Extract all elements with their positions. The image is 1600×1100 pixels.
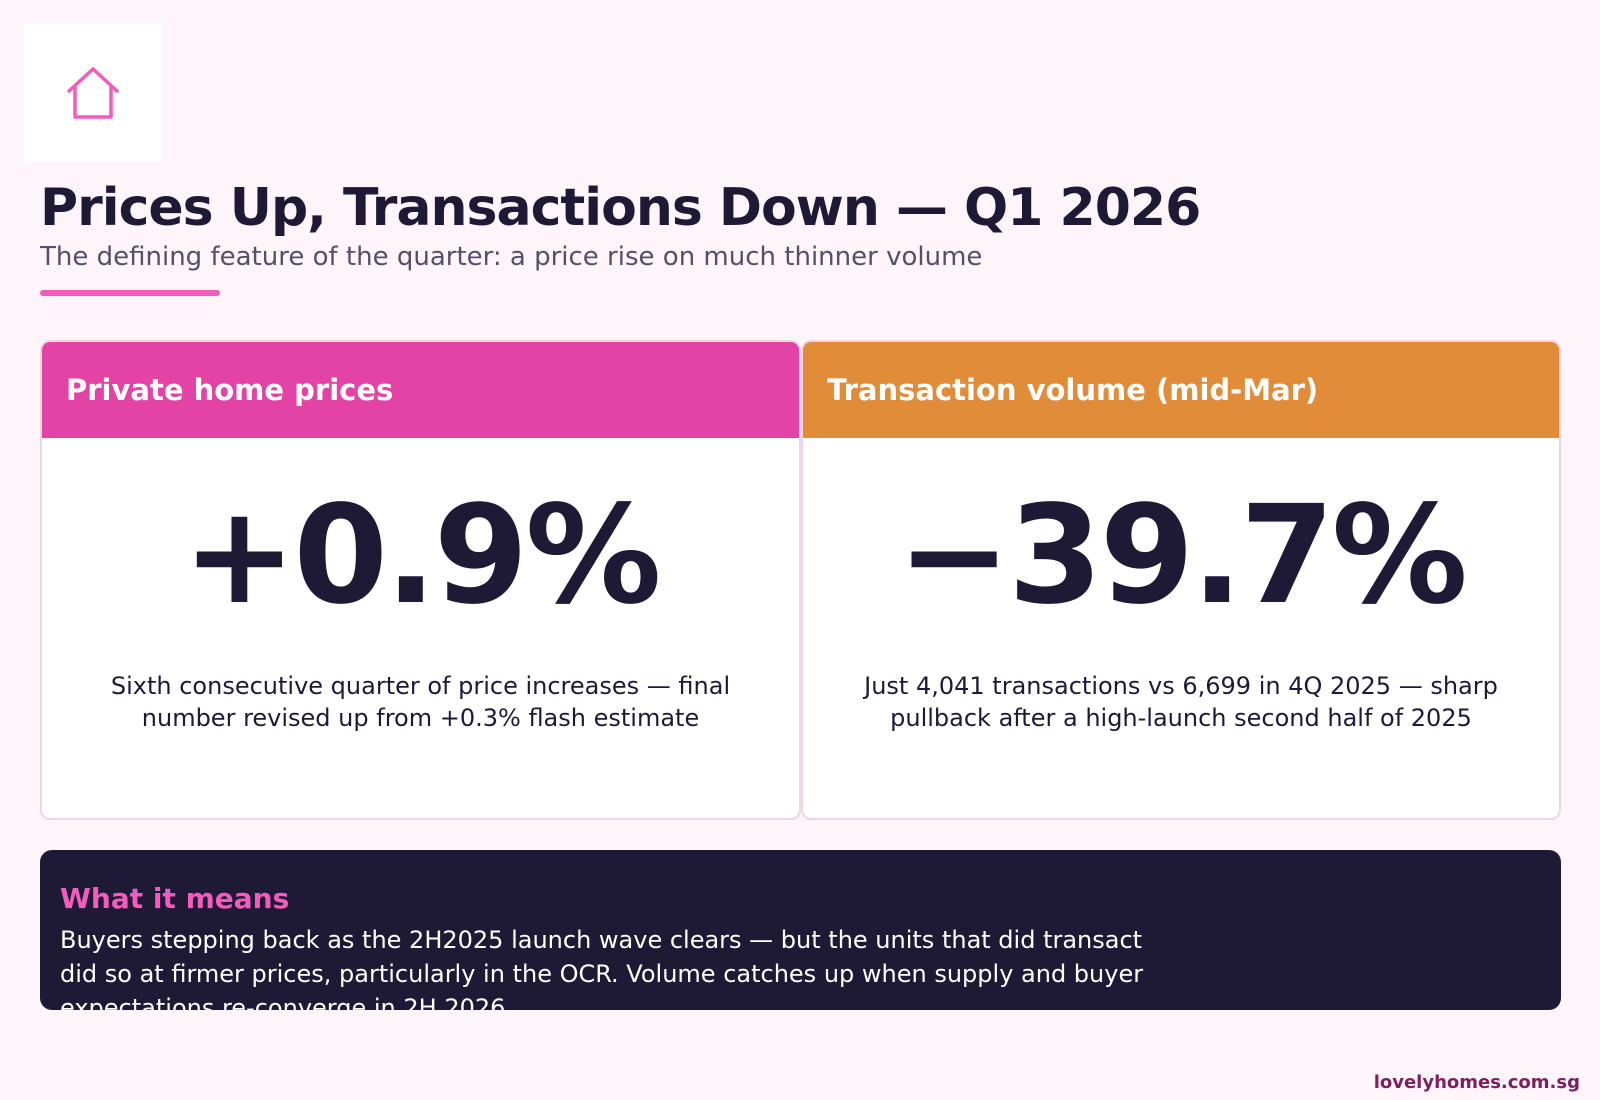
logo	[24, 24, 162, 162]
price-card: Private home prices +0.9% Sixth consecut…	[40, 340, 801, 820]
price-card-heading: Private home prices	[42, 342, 799, 438]
house-icon	[67, 67, 119, 119]
volume-card-description: Just 4,041 transactions vs 6,699 in 4Q 2…	[864, 672, 1498, 732]
page-subtitle: The defining feature of the quarter: a p…	[40, 242, 983, 272]
volume-card-heading: Transaction volume (mid-Mar)	[803, 342, 1559, 438]
what-it-means-body: Buyers stepping back as the 2H2025 launc…	[60, 926, 1144, 1010]
page-title: Prices Up, Transactions Down — Q1 2026	[40, 178, 1201, 238]
what-it-means-panel: What it means Buyers stepping back as th…	[40, 850, 1561, 1010]
price-card-description: Sixth consecutive quarter of price incre…	[110, 672, 731, 732]
price-change-value: +0.9%	[182, 477, 661, 635]
volume-change-value: −39.7%	[897, 477, 1468, 635]
volume-card: Transaction volume (mid-Mar) −39.7% Just…	[801, 340, 1561, 820]
what-it-means-title: What it means	[60, 882, 290, 915]
footer-site-link[interactable]: lovelyhomes.com.sg	[1373, 1072, 1580, 1093]
accent-underline	[40, 290, 220, 296]
